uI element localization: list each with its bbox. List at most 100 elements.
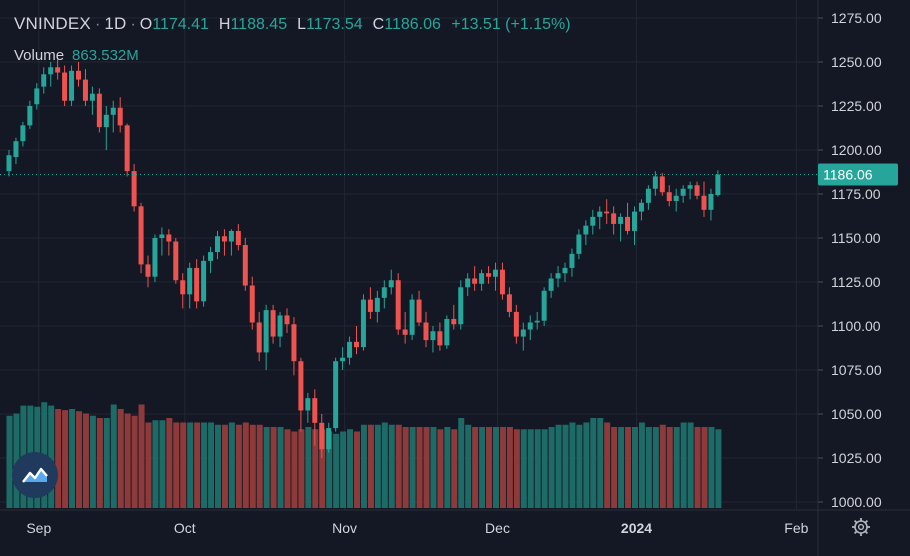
legend-separator: · [94,16,101,33]
volume-bar [618,427,625,508]
candle-body [208,252,214,261]
volume-bar [451,429,458,508]
x-tick-label: Oct [174,520,196,536]
candle-body [416,299,422,323]
volume-bar [374,424,381,508]
volume-bar [597,418,604,508]
candle-body [256,322,262,353]
volume-bar [305,427,312,508]
candle-body [124,125,130,172]
candle-body [103,114,109,128]
x-tick-label: Dec [485,520,510,536]
y-tick-label: 1225.00 [831,98,882,114]
volume-bar [103,418,110,508]
high-value: 1188.45 [230,16,288,33]
close-label: C [372,16,385,33]
candle-body [221,236,227,242]
volume-bar [62,410,69,508]
volume-bar [360,424,367,508]
volume-bar [430,427,437,508]
candle-body [145,264,151,277]
volume-bar [534,429,541,508]
candle-body [138,206,144,265]
volume-label: Volume [14,47,65,64]
volume-bar [291,431,298,508]
volume-bar [215,424,221,508]
volume-bar [242,422,249,508]
last-price-value: 1186.06 [823,167,873,183]
candle-body [82,79,88,101]
candle-body [395,280,401,330]
candle-body [180,280,186,295]
candle-body [62,72,68,101]
candle-body [479,273,485,284]
volume-value: 863.532M [72,47,139,64]
volume-bar [458,418,465,508]
volume-bar [117,409,124,508]
gear-icon[interactable] [850,516,872,538]
candle-body [228,230,234,242]
volume-bar [506,427,513,508]
candle-body [569,253,575,268]
volume-bar [82,413,89,508]
high-label: H [218,16,231,33]
candle-body [409,299,415,335]
volume-bar [6,415,13,508]
volume-bar [145,422,152,508]
volume-bar [194,422,201,508]
volume-bar [625,427,632,508]
candle-body [13,141,19,158]
volume-bar [611,427,618,508]
y-tick-label: 1175.00 [831,186,881,202]
candle-body [6,155,12,172]
candle-body [20,125,26,142]
y-tick-label: 1250.00 [831,54,882,70]
candle-body [215,236,220,253]
candle-body [291,324,297,362]
tradingview-logo-icon[interactable] [12,452,58,498]
candle-body [708,194,714,210]
volume-bar [395,424,402,508]
close-value: 1186.06 [384,16,441,33]
time-axis[interactable]: Sep Oct Nov Dec 2024 Feb [26,520,808,536]
candle-body [69,70,75,101]
volume-bar [409,427,416,508]
volume-bar [201,422,208,508]
volume-bar [110,404,117,508]
volume-bars [6,402,722,508]
y-tick-label: 1000.00 [831,494,882,510]
interval-label[interactable]: 1D [104,14,127,33]
volume-bar [367,424,374,508]
volume-bar [499,427,506,508]
symbol-name[interactable]: VNINDEX [14,14,91,33]
candle-body [694,185,700,196]
low-value: 1173.54 [306,16,363,33]
candle-body [423,322,429,341]
candle-body [472,278,478,284]
candle-body [458,287,464,325]
candle-body [166,234,172,242]
volume-bar [381,422,388,508]
volume-bar [166,418,173,508]
volume-bar [312,429,319,508]
candle-body [437,331,443,346]
volume-bar [270,427,277,508]
volume-bar [486,427,493,508]
volume-bar [715,429,722,508]
volume-bar [520,429,527,508]
volume-bar [569,422,576,508]
price-axis[interactable]: 1000.00 1025.00 1050.00 1075.00 1100.00 1125.… [818,10,882,510]
candle-body [659,176,665,193]
candle-body [367,299,373,312]
volume-bar [680,422,687,508]
last-price-tag: 1186.06 [818,163,898,186]
candle-body [312,398,318,423]
candle-body [249,285,255,323]
volume-bar [666,427,673,508]
volume-bar [76,411,82,508]
y-tick-label: 1125.00 [831,274,881,290]
candle-body [604,211,610,214]
volume-bar [437,429,444,508]
